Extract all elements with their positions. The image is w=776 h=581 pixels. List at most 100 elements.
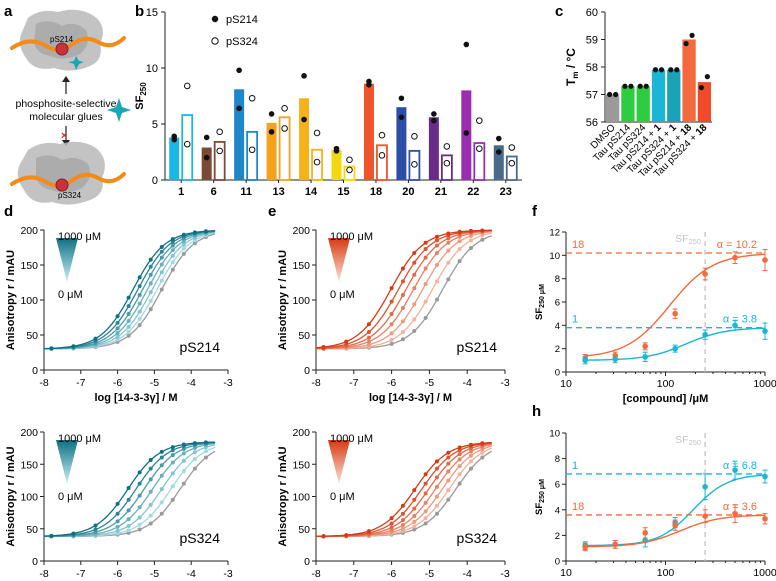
point-ps324 <box>411 161 418 168</box>
protein-top <box>19 9 103 71</box>
y-tick-label: 50 <box>298 524 310 536</box>
data-point <box>612 356 619 362</box>
alpha-label: α = 3.6 <box>723 501 757 513</box>
x-tick-label: 1000 <box>753 567 776 579</box>
x-tick-label: -7 <box>349 377 358 389</box>
gradient-label-bottom: 0 μM <box>330 289 355 301</box>
x-tick-label: 1 <box>178 186 184 198</box>
site-label: pS214 <box>457 339 498 355</box>
x-tick-label: -4 <box>463 377 472 389</box>
point-ps324 <box>346 166 353 174</box>
data-point <box>170 260 175 265</box>
data-point <box>434 511 439 516</box>
x-tick-label: -3 <box>223 377 232 389</box>
data-point <box>126 333 131 338</box>
data-point <box>434 234 439 239</box>
data-point <box>412 527 417 532</box>
x-tick-label: 22 <box>467 186 479 198</box>
data-point <box>457 464 462 469</box>
x-tick-label: -8 <box>39 377 48 389</box>
data-point <box>137 505 142 510</box>
bar-ps214 <box>169 137 180 180</box>
data-point <box>732 510 738 517</box>
y-tick-label: 200 <box>292 427 310 439</box>
x-tick-label: -3 <box>223 568 232 580</box>
gradient-label-bottom: 0 μM <box>58 289 83 301</box>
site-label: pS324 <box>180 530 221 546</box>
y-tick-label: 0 <box>555 557 560 568</box>
y-tick-label: 5 <box>152 119 158 131</box>
data-point <box>192 441 197 446</box>
data-point <box>366 529 371 534</box>
point-ps324 <box>281 105 288 112</box>
data-point <box>115 337 120 342</box>
peptide-top <box>10 36 126 52</box>
data-point <box>446 240 451 245</box>
data-point <box>181 451 186 456</box>
data-point <box>457 452 462 457</box>
y-tick-label: 58 <box>586 62 598 74</box>
data-point <box>702 483 708 490</box>
data-point <box>434 279 439 284</box>
data-point <box>412 524 417 529</box>
data-point <box>412 251 417 256</box>
bar-ps324 <box>473 142 486 181</box>
point-ps324 <box>313 158 321 166</box>
panel-label-e: e <box>268 203 276 220</box>
x-tick-label: -8 <box>311 377 320 389</box>
x-tick-label: 13 <box>272 186 284 198</box>
point-ps324 <box>281 125 288 132</box>
series-label: 1 <box>572 314 578 326</box>
data-point <box>446 236 451 241</box>
point-ps324 <box>248 94 256 102</box>
y-tick-label: 59 <box>586 35 598 47</box>
chart-f: 0 2 4 6 8 10 12 10 100 1000 [compound] /μM SF250 μM… <box>534 228 776 406</box>
data-point <box>732 467 738 473</box>
schematic-caption-2: molecular glues <box>29 111 103 123</box>
data-point <box>192 450 197 455</box>
legend-marker-open <box>211 37 219 45</box>
data-point <box>366 322 371 327</box>
x-tick-label: -5 <box>150 377 159 389</box>
data-point <box>762 328 768 334</box>
x-tick-label: -6 <box>387 377 396 389</box>
data-point <box>148 257 153 262</box>
data-point <box>159 463 164 468</box>
y-tick-label: 2 <box>555 531 560 542</box>
data-point <box>203 229 208 234</box>
point-ps214 <box>398 114 405 121</box>
x-tick-label: -6 <box>113 568 122 580</box>
data-point <box>389 341 394 346</box>
data-point <box>480 441 485 446</box>
x-tick-label: 11 <box>240 186 252 198</box>
data-point <box>126 497 131 502</box>
data-point <box>642 343 648 350</box>
data-point <box>400 526 405 531</box>
x-tick-label: -7 <box>76 377 85 389</box>
point-ps214 <box>301 73 307 79</box>
glue-star-free <box>107 98 131 122</box>
data-point <box>137 292 142 297</box>
point-ps324 <box>346 156 353 164</box>
y-tick-label: 10 <box>549 251 560 262</box>
bar-ps214 <box>396 107 407 180</box>
data-point <box>400 292 405 297</box>
data-point <box>137 493 142 498</box>
data-point <box>400 330 405 335</box>
point-ps324 <box>248 146 256 154</box>
y-tick-label: 150 <box>20 459 38 471</box>
data-point <box>400 518 405 523</box>
data-point <box>468 459 473 464</box>
tm-point <box>683 41 689 47</box>
data-point <box>170 243 175 248</box>
data-point <box>148 513 153 518</box>
data-point <box>672 345 678 352</box>
bar-ps324 <box>376 144 388 181</box>
point-ps324 <box>378 131 386 139</box>
data-point <box>446 497 451 502</box>
data-point <box>400 503 405 508</box>
data-point <box>321 345 326 350</box>
data-point <box>181 458 186 463</box>
y-tick-label: 2 <box>555 344 560 355</box>
